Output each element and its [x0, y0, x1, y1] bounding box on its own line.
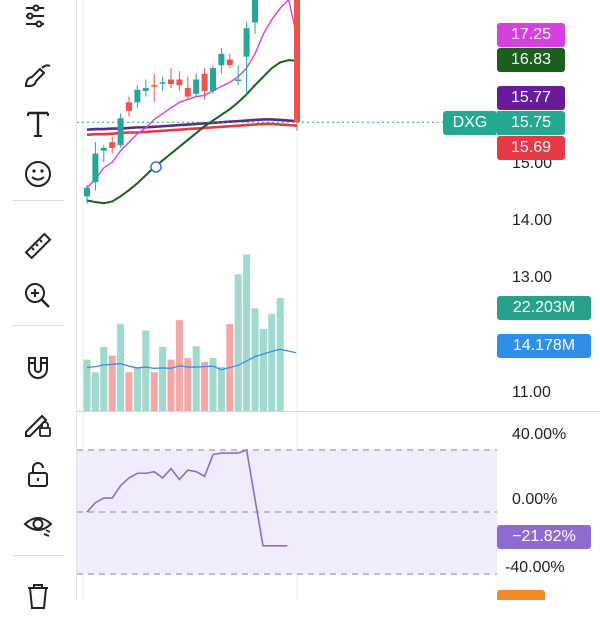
volume-badge: 22.203M	[497, 296, 591, 320]
trend-line-tools-tool-button[interactable]	[14, 0, 62, 42]
unlock-icon	[28, 462, 48, 487]
volume-bar	[159, 347, 167, 411]
candle-body	[134, 89, 141, 103]
volume-bar	[209, 358, 217, 411]
osc-tick: 40.00%	[512, 426, 567, 443]
eye-icon	[23, 517, 53, 537]
candle-body	[176, 79, 183, 86]
ma-red-badge: 15.69	[497, 136, 565, 160]
volume-bar	[276, 298, 284, 411]
candle-body	[142, 88, 149, 91]
candle-body	[201, 73, 208, 91]
ma-purple-badge: 15.77	[497, 86, 565, 110]
zoom-in-icon	[25, 283, 50, 308]
volume-bar	[167, 359, 175, 411]
magnet-tool-button[interactable]	[14, 344, 62, 392]
candle-body	[235, 79, 242, 81]
trash-tool-button[interactable]	[14, 572, 62, 620]
volume-bar	[251, 308, 259, 411]
volume-bar	[201, 362, 209, 411]
ma-fast-badge: 17.25	[497, 23, 565, 47]
candle-body	[168, 79, 174, 85]
candle-body	[193, 79, 200, 94]
candle-body	[100, 147, 107, 151]
lock-drawing-icon	[25, 414, 51, 437]
candle-body	[84, 187, 90, 197]
price-tick: 14.00	[512, 212, 553, 229]
emoji-icon	[25, 161, 51, 187]
volume-bar	[142, 330, 150, 411]
magnet-icon	[28, 357, 48, 379]
candle-body	[243, 28, 250, 57]
trend-line-tools-icon	[26, 4, 44, 28]
candle-body	[92, 153, 99, 183]
zoom-in-tool-button[interactable]	[14, 272, 62, 320]
signal-marker	[150, 161, 162, 173]
emoji-tool-button[interactable]	[14, 150, 62, 198]
lock-drawing-tool-button[interactable]	[14, 400, 62, 448]
trash-icon	[28, 584, 48, 609]
volume-bar	[133, 367, 141, 411]
next-indicator-badge	[497, 590, 545, 600]
text-icon	[27, 111, 49, 137]
candle-body	[159, 82, 166, 84]
volume-bar	[108, 355, 116, 411]
volume-bar	[192, 346, 200, 411]
volume-bar	[150, 372, 158, 411]
chart-area[interactable]	[77, 0, 600, 600]
volume-bar	[217, 366, 225, 411]
candle-body	[126, 102, 132, 111]
ma-slow-badge: 16.83	[497, 48, 565, 72]
drawing-toolbar	[0, 0, 77, 609]
pane-divider[interactable]	[77, 411, 600, 412]
volume-bar	[184, 358, 192, 411]
toolbar-separator	[12, 555, 64, 556]
candle-body	[210, 68, 216, 91]
ma-slow-line	[86, 59, 298, 205]
price-chart[interactable]	[77, 0, 600, 600]
volume-bar	[91, 372, 99, 411]
price-tick: 11.00	[512, 384, 551, 401]
volume-bar	[268, 313, 276, 411]
volume-bar	[83, 359, 91, 411]
volume-bar	[117, 324, 125, 411]
price-tick: 13.00	[512, 269, 553, 286]
oscillator-value-badge: −21.82%	[497, 525, 591, 549]
last-price-badge: 15.75	[497, 111, 565, 135]
volume-bar	[125, 372, 133, 411]
osc-tick: 0.00%	[512, 491, 558, 508]
candle-body	[218, 53, 225, 66]
oscillator-line	[86, 448, 288, 547]
volume-bar	[100, 347, 108, 411]
candle-body	[151, 85, 158, 87]
toolbar-separator	[12, 200, 64, 201]
candle-body	[117, 118, 124, 146]
ruler-tool-button[interactable]	[14, 222, 62, 270]
symbol-badge[interactable]: DXG	[443, 111, 497, 135]
ma-fast-line	[86, 0, 298, 189]
brush-icon	[24, 64, 51, 88]
candle-body	[226, 59, 233, 66]
candle-body	[294, 0, 300, 123]
unlock-tool-button[interactable]	[14, 450, 62, 498]
candle-body	[109, 142, 116, 148]
brush-tool-button[interactable]	[14, 52, 62, 100]
candle-body	[184, 88, 191, 97]
volume-ma-badge: 14.178M	[497, 334, 591, 358]
volume-bar	[234, 274, 242, 411]
osc-tick: -40.00%	[505, 559, 565, 576]
toolbar-separator	[12, 325, 64, 326]
volume-bar	[243, 254, 251, 411]
volume-bar	[259, 328, 267, 411]
volume-ma-line	[86, 348, 297, 371]
candle-body	[252, 0, 258, 23]
ruler-icon	[24, 232, 52, 260]
text-tool-button[interactable]	[14, 100, 62, 148]
eye-tool-button[interactable]	[14, 500, 62, 548]
